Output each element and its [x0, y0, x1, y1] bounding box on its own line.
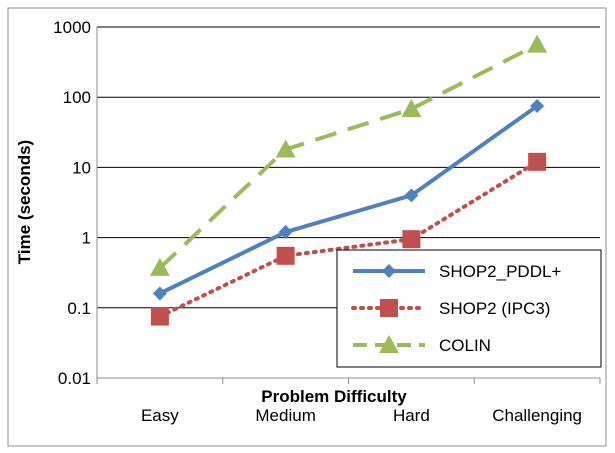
series-line — [157, 159, 540, 319]
data-point-diamond — [152, 286, 167, 301]
x-axis-title: Problem Difficulty — [261, 387, 407, 406]
series-diamond — [152, 98, 545, 301]
y-tick-label: 1000 — [53, 18, 91, 37]
y-tick-label: 10 — [72, 158, 91, 177]
legend-marker-diamond — [382, 264, 396, 278]
data-point-diamond — [404, 188, 419, 203]
legend-label: SHOP2 (IPC3) — [439, 299, 550, 318]
x-tick-label: Hard — [393, 406, 430, 425]
x-tick-label: Challenging — [492, 406, 582, 425]
legend-label: SHOP2_PDDL+ — [439, 262, 561, 281]
data-point-diamond — [278, 225, 293, 240]
data-point-square — [402, 230, 421, 249]
series-line — [158, 42, 539, 270]
series-triangle — [149, 34, 548, 276]
data-point-triangle — [275, 139, 296, 158]
data-point-diamond — [530, 98, 545, 113]
y-tick-label: 100 — [63, 88, 91, 107]
series-line — [158, 104, 539, 296]
series-layer — [149, 34, 548, 326]
y-axis-title: Time (seconds) — [15, 140, 34, 264]
data-point-triangle — [527, 34, 548, 53]
legend-marker-triangle — [379, 335, 399, 353]
data-point-square — [150, 307, 169, 326]
data-point-square — [276, 246, 295, 265]
y-tick-label: 1 — [82, 229, 91, 248]
x-tick-labels: Easy Medium Hard Challenging — [96, 378, 601, 425]
y-tick-label: 0.1 — [67, 299, 91, 318]
x-tick-label: Easy — [141, 406, 179, 425]
series-square — [150, 152, 547, 326]
legend: SHOP2_PDDL+ SHOP2 (IPC3) COLIN — [336, 249, 602, 368]
data-point-square — [528, 152, 547, 171]
y-tick-label: 0.01 — [58, 369, 91, 388]
data-point-triangle — [149, 257, 170, 276]
x-tick-label: Medium — [255, 406, 315, 425]
legend-label: COLIN — [439, 336, 491, 355]
legend-marker-square — [380, 299, 398, 317]
y-tick-labels: 0.01 0.1 1 10 100 1000 — [53, 18, 91, 388]
data-point-triangle — [401, 98, 422, 117]
